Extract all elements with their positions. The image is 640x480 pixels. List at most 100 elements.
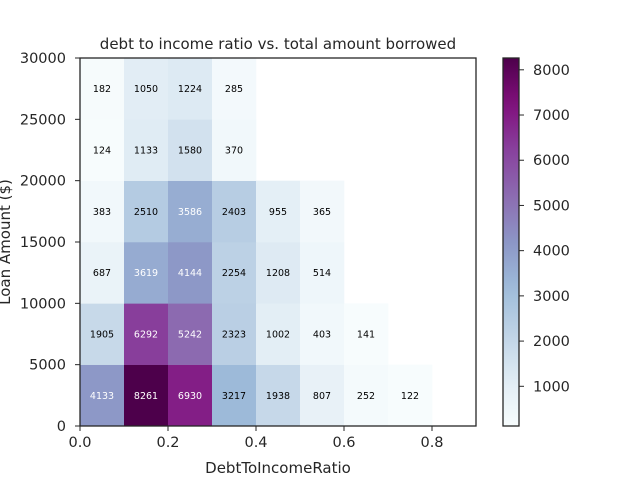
y-tick-label: 0 [57,419,66,435]
heatmap-cell-label: 807 [313,391,331,402]
heatmap-cell-label: 8261 [134,391,158,402]
heatmap-cell [124,180,169,243]
heatmap-cell [124,303,169,365]
heatmap-cell [388,364,433,427]
colorbar-frame [502,57,520,427]
heatmap-cell-label: 1938 [266,391,290,402]
heatmap-cell [256,180,301,243]
colorbar-tick-label: 2000 [533,334,570,350]
heatmap-cell-label: 285 [225,84,243,95]
x-tick-label: 0.6 [332,435,355,451]
heatmap-cell [212,303,257,365]
heatmap-cell-labels: 4133 8261 6930 3217 1938 807 252 122 1905 6292 524… [90,84,419,402]
colorbar-tick-label: 6000 [533,153,570,169]
y-axis-label: Loan Amount ($) [0,179,14,305]
heatmap-cell [124,364,169,427]
y-tick-label: 10000 [20,296,66,312]
heatmap-cell-label: 955 [269,207,287,218]
colorbar-ticks: 1000 2000 3000 4000 5000 6000 7000 8000 [519,63,570,395]
heatmap-cell [168,364,213,427]
x-tick-label: 0.0 [68,435,91,451]
heatmap-cell-label: 2254 [222,268,246,279]
colorbar-tick-label: 3000 [533,289,570,305]
y-tick-label: 30000 [20,51,66,67]
heatmap-cell [168,180,213,243]
heatmap-cell [300,180,345,243]
heatmap-cell-label: 383 [93,207,111,218]
heatmap-cell-label: 252 [357,391,375,402]
heatmap-cell-label: 365 [313,207,331,218]
y-tick-label: 25000 [20,112,66,128]
heatmap-cell [300,364,345,427]
heatmap-cell [212,364,257,427]
heatmap-cell [124,242,169,304]
heatmap-cell [168,303,213,365]
heatmap-cell [80,119,125,181]
chart-title: debt to income ratio vs. total amount bo… [100,35,456,53]
heatmap-cell-label: 3217 [222,391,246,402]
x-axis-label: DebtToIncomeRatio [205,459,351,477]
colorbar-tick-label: 7000 [533,108,570,124]
heatmap-cell-label: 182 [93,84,111,95]
x-tick-label: 0.2 [156,435,179,451]
heatmap-cell-label: 4144 [178,268,202,279]
heatmap-cell-label: 124 [93,146,111,157]
heatmap-cell-label: 3619 [134,268,158,279]
heatmap-cell [212,180,257,243]
heatmap-cell [168,58,213,120]
heatmap-cell [212,242,257,304]
y-tick-label: 15000 [20,235,66,251]
heatmap-cell [256,364,301,427]
heatmap-cell-label: 5242 [178,330,202,341]
heatmap-cell [124,58,169,120]
colorbar-tick-label: 5000 [533,198,570,214]
colorbar-tick-label: 4000 [533,244,570,260]
heatmap-cell [300,242,345,304]
heatmap-cell [256,242,301,304]
heatmap-cell [212,119,257,181]
heatmap-cell [168,242,213,304]
heatmap-cell-label: 1050 [134,84,158,95]
heatmap-cell [80,303,125,365]
heatmap-cell-label: 122 [401,391,419,402]
heatmap-cell-label: 687 [93,268,111,279]
heatmap-cell-label: 1224 [178,84,202,95]
heatmap-cell-label: 6292 [134,330,158,341]
colorbar-tick-label: 1000 [533,379,570,395]
heatmap-cell-label: 2323 [222,330,246,341]
heatmap-cell-label: 1905 [90,330,114,341]
heatmap-cell-label: 1208 [266,268,290,279]
heatmap-cell-label: 2510 [134,207,158,218]
colorbar [503,58,519,426]
heatmap-cell [344,364,389,427]
heatmap-cell-label: 403 [313,330,331,341]
heatmap-cell [80,180,125,243]
heatmap-cell-label: 2403 [222,207,246,218]
y-tick-label: 20000 [20,174,66,190]
heatmap-cell-label: 1133 [134,146,158,157]
heatmap-cell [168,119,213,181]
heatmap-cell-label: 6930 [178,391,202,402]
heatmap-cell [256,303,301,365]
heatmap-cell [124,119,169,181]
heatmap-cell [80,242,125,304]
heatmap-cell-label: 3586 [178,207,202,218]
colorbar-tick-label: 8000 [533,63,570,79]
x-tick-label: 0.8 [420,435,443,451]
heatmap-cell-label: 370 [225,146,243,157]
heatmap-cell-label: 141 [357,330,375,341]
x-tick-label: 0.4 [244,435,267,451]
heatmap-cell [344,303,389,365]
heatmap-cell [80,58,125,120]
heatmap-cell-label: 1580 [178,146,202,157]
heatmap-cell-label: 4133 [90,391,114,402]
heatmap-cell-label: 514 [313,268,331,279]
heatmap-cell-label: 1002 [266,330,290,341]
heatmap-cell [300,303,345,365]
heatmap-cells [80,58,433,427]
y-tick-label: 5000 [29,358,66,374]
heatmap-cell [80,364,125,427]
heatmap-cell [212,58,257,120]
y-axis-ticks: 0 5000 10000 15000 20000 25000 30000 [20,51,80,435]
